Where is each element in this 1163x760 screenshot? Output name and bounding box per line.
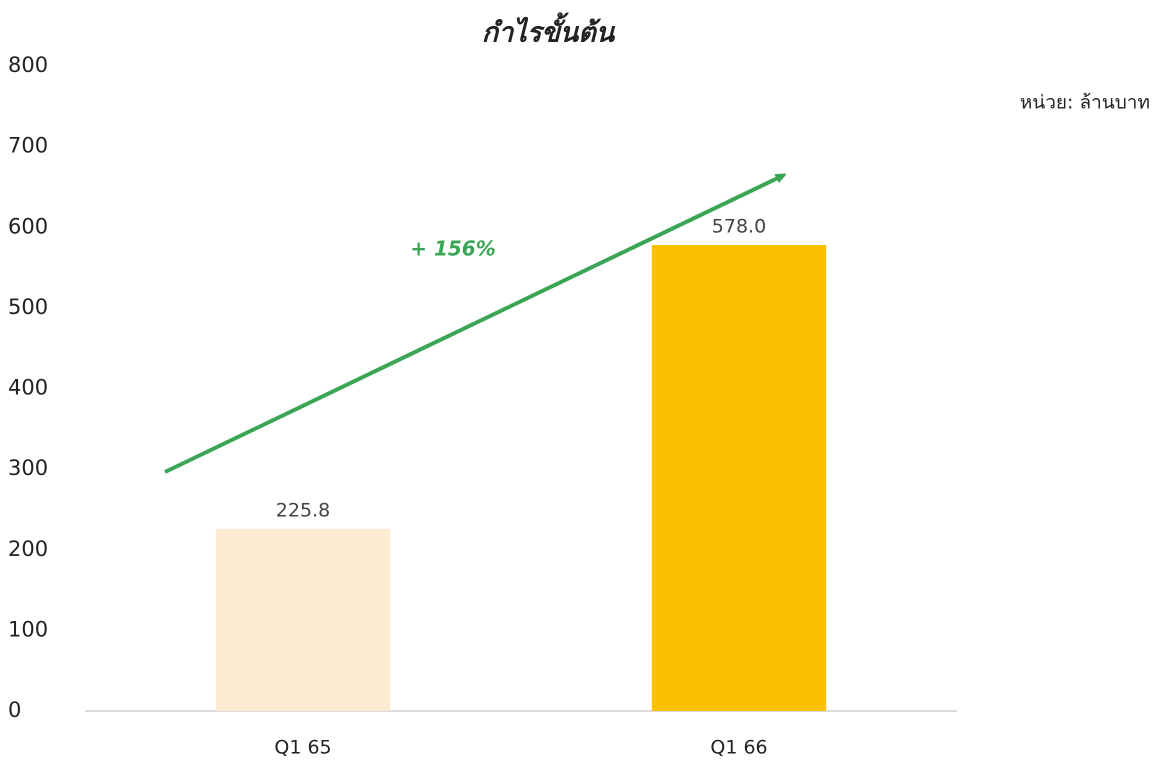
bar (215, 528, 391, 711)
trend-arrow (164, 176, 782, 474)
bar (651, 244, 827, 712)
x-tick-label: Q1 66 (710, 737, 767, 759)
y-tick-label: 800 (8, 53, 48, 77)
value-label: 578.0 (712, 215, 766, 237)
chart-title: กำไรขั้นต้น (482, 12, 616, 49)
y-tick-label: 600 (8, 214, 48, 238)
y-tick-label: 0 (8, 698, 21, 722)
y-tick-label: 400 (8, 376, 48, 400)
value-label: 225.8 (276, 499, 330, 521)
x-tick-label: Q1 65 (274, 737, 331, 759)
y-tick-label: 500 (8, 295, 48, 319)
y-tick-label: 100 (8, 617, 48, 641)
y-tick-label: 300 (8, 456, 48, 480)
annotation: + 156% (410, 237, 496, 261)
unit-label: หน่วย: ล้านบาท (1020, 92, 1150, 114)
y-tick-label: 200 (8, 537, 48, 561)
y-tick-label: 700 (8, 134, 48, 158)
